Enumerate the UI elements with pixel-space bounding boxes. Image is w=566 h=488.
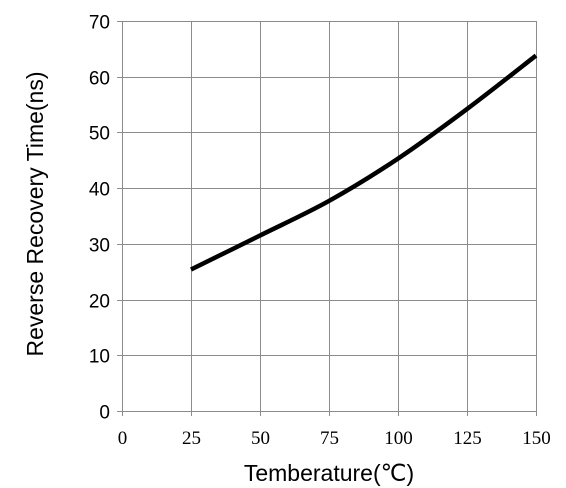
series-layer [190, 53, 538, 272]
y-axis-title: Reverse Recovery Time(ns) [22, 71, 48, 356]
x-axis-title: Temberature(℃) [244, 460, 414, 486]
x-tick-label: 0 [118, 428, 128, 449]
x-tick-label: 150 [522, 428, 551, 449]
y-tick-label: 0 [99, 403, 110, 424]
y-tick-labels: 0 10 20 30 40 50 60 70 [89, 13, 110, 424]
y-tick-label: 10 [89, 347, 110, 368]
x-tick-label: 125 [453, 428, 482, 449]
x-tick-label: 100 [384, 428, 413, 449]
y-tick-label: 20 [89, 292, 110, 313]
y-tick-label: 70 [89, 13, 110, 34]
y-tick-label: 30 [89, 236, 110, 257]
y-tick-label: 40 [89, 180, 110, 201]
x-tick-label: 25 [182, 428, 201, 449]
x-tick-label: 75 [320, 428, 339, 449]
y-tick-label: 50 [89, 124, 110, 145]
x-tick-label: 50 [251, 428, 270, 449]
grid [122, 21, 537, 411]
y-tick-label: 60 [89, 69, 110, 90]
series-line [190, 53, 538, 272]
axes [117, 21, 537, 416]
x-tick-labels: 0 25 50 75 100 125 150 [118, 428, 551, 449]
